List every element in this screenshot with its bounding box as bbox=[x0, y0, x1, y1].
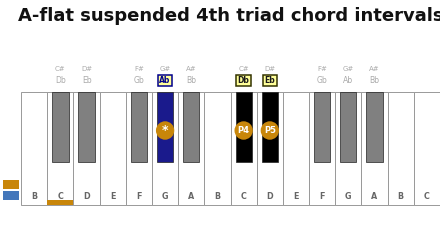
Ellipse shape bbox=[235, 121, 253, 140]
Bar bbox=[131, 92, 147, 162]
Text: D#: D# bbox=[81, 66, 92, 72]
Text: *: * bbox=[162, 124, 169, 137]
Bar bbox=[235, 92, 252, 162]
Text: D: D bbox=[83, 192, 90, 201]
Text: basicmusictheory.com: basicmusictheory.com bbox=[8, 79, 13, 137]
Text: Db: Db bbox=[238, 76, 249, 85]
Text: B: B bbox=[214, 192, 220, 201]
Bar bbox=[362, 92, 388, 205]
Ellipse shape bbox=[156, 121, 174, 140]
Bar bbox=[152, 92, 178, 205]
Bar bbox=[231, 92, 257, 205]
Bar bbox=[183, 92, 199, 162]
Text: P4: P4 bbox=[238, 126, 249, 135]
Text: G: G bbox=[345, 192, 352, 201]
Bar bbox=[3, 180, 18, 189]
Text: Ab: Ab bbox=[159, 76, 171, 85]
Bar bbox=[309, 92, 335, 205]
Text: C: C bbox=[424, 192, 430, 201]
Bar bbox=[204, 92, 231, 205]
Bar bbox=[283, 92, 309, 205]
Text: B: B bbox=[398, 192, 404, 201]
Text: C: C bbox=[241, 192, 246, 201]
Text: Bb: Bb bbox=[186, 76, 196, 85]
Bar bbox=[388, 92, 414, 205]
Text: F: F bbox=[319, 192, 325, 201]
Text: Bb: Bb bbox=[370, 76, 380, 85]
Bar bbox=[48, 92, 73, 205]
Text: Ab: Ab bbox=[343, 76, 353, 85]
Ellipse shape bbox=[260, 121, 279, 140]
Bar bbox=[262, 92, 278, 162]
Text: F: F bbox=[136, 192, 142, 201]
Bar bbox=[340, 92, 356, 162]
Text: B: B bbox=[31, 192, 37, 201]
Text: D#: D# bbox=[264, 66, 275, 72]
Bar bbox=[99, 92, 126, 205]
Text: F#: F# bbox=[317, 66, 327, 72]
Bar bbox=[335, 92, 362, 205]
Text: Gb: Gb bbox=[134, 76, 144, 85]
Text: A: A bbox=[188, 192, 194, 201]
Text: G#: G# bbox=[159, 66, 171, 72]
Text: A: A bbox=[371, 192, 378, 201]
Text: E: E bbox=[110, 192, 115, 201]
Text: Eb: Eb bbox=[82, 76, 92, 85]
Text: P5: P5 bbox=[264, 126, 276, 135]
Text: C: C bbox=[58, 192, 63, 201]
Bar bbox=[126, 92, 152, 205]
Bar bbox=[3, 191, 18, 200]
Bar bbox=[48, 200, 73, 205]
Bar bbox=[314, 92, 330, 162]
Bar bbox=[21, 92, 48, 205]
Text: Eb: Eb bbox=[264, 76, 275, 85]
Text: C#: C# bbox=[55, 66, 66, 72]
Text: C#: C# bbox=[238, 66, 249, 72]
Text: A-flat suspended 4th triad chord intervals: A-flat suspended 4th triad chord interva… bbox=[18, 7, 440, 25]
Text: G#: G# bbox=[343, 66, 354, 72]
Bar bbox=[157, 92, 173, 162]
Bar bbox=[367, 92, 383, 162]
Text: Db: Db bbox=[55, 76, 66, 85]
Text: E: E bbox=[293, 192, 299, 201]
Text: F#: F# bbox=[134, 66, 144, 72]
Bar bbox=[178, 92, 204, 205]
Text: D: D bbox=[267, 192, 273, 201]
Text: Gb: Gb bbox=[317, 76, 327, 85]
Text: A#: A# bbox=[186, 66, 197, 72]
Bar bbox=[52, 92, 69, 162]
Text: G: G bbox=[162, 192, 169, 201]
Bar bbox=[414, 92, 440, 205]
Text: A#: A# bbox=[369, 66, 380, 72]
Bar bbox=[73, 92, 100, 205]
Bar bbox=[78, 92, 95, 162]
Bar bbox=[257, 92, 283, 205]
